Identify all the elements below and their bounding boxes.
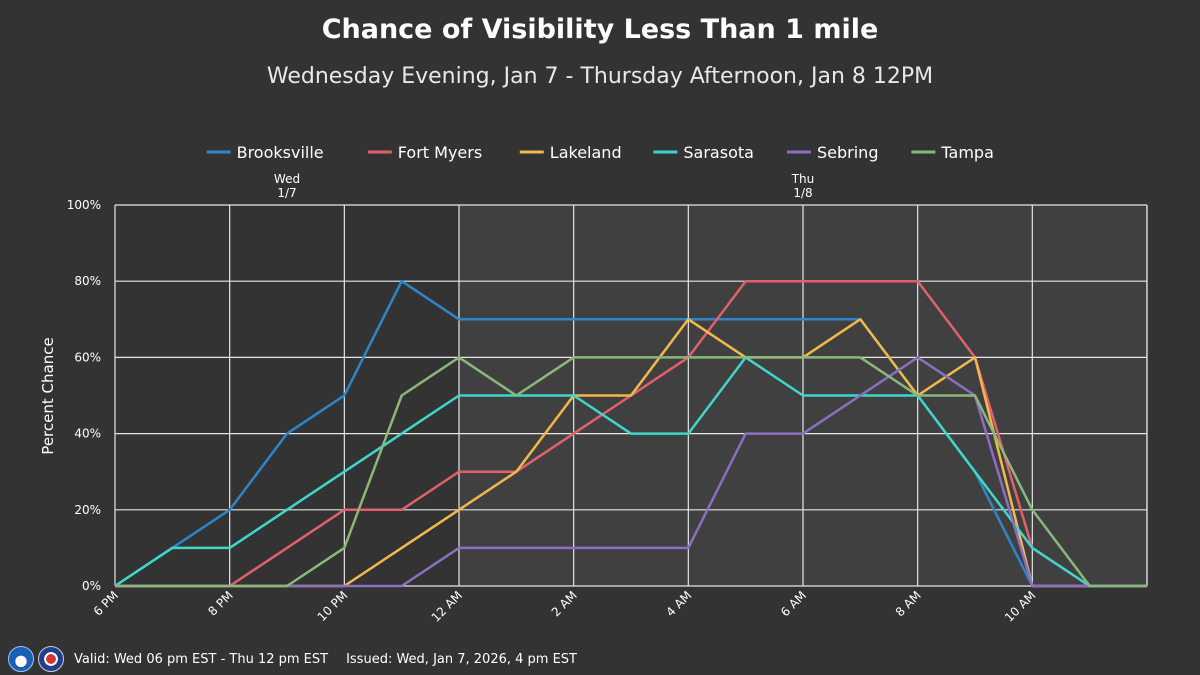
legend-label-tampa: Tampa: [940, 143, 993, 162]
series-line-sarasota: [114, 356, 1147, 588]
y-tick-label: 0%: [82, 579, 101, 593]
series-line-brooksville: [114, 279, 1147, 588]
x-tick-label: 6 AM: [778, 588, 809, 619]
legend-label-lakeland: Lakeland: [550, 143, 622, 162]
x-tick-label: 10 AM: [1002, 588, 1039, 625]
day-label-line1: Wed: [274, 172, 300, 186]
legend-label-sebring: Sebring: [817, 143, 878, 162]
y-tick-label: 40%: [74, 427, 101, 441]
x-tick-label: 8 AM: [893, 588, 924, 619]
day-label-line1: Thu: [791, 172, 815, 186]
y-tick-label: 20%: [74, 503, 101, 517]
legend: Brooksville Fort Myers Lakeland Sarasota Seb…: [206, 143, 994, 162]
y-tick-label: 100%: [67, 198, 101, 212]
x-tick-label: 2 AM: [549, 588, 580, 619]
y-tick-label: 60%: [74, 350, 101, 364]
nws-logo-icon: [38, 646, 64, 672]
issued-time-text: Issued: Wed, Jan 7, 2026, 4 pm EST: [346, 651, 577, 667]
noaa-logo-icon: [8, 646, 34, 672]
x-tick-label: 12 AM: [429, 588, 466, 625]
legend-label-sarasota: Sarasota: [683, 143, 754, 162]
y-axis-ticks: 0% 20% 40% 60% 80% 100%: [67, 198, 101, 593]
legend-label-brooksville: Brooksville: [237, 143, 324, 162]
day-label-line2: 1/8: [793, 186, 812, 200]
chart-subtitle: Wednesday Evening, Jan 7 - Thursday Afte…: [266, 64, 934, 89]
y-axis-title: Percent Chance: [39, 337, 57, 454]
day-label-line2: 1/7: [277, 186, 296, 200]
valid-time-text: Valid: Wed 06 pm EST - Thu 12 pm EST: [74, 651, 329, 667]
x-tick-label: 4 AM: [663, 588, 694, 619]
y-tick-label: 80%: [74, 274, 101, 288]
series-lines: [114, 279, 1147, 588]
footer: Valid: Wed 06 pm EST - Thu 12 pm EST Iss…: [8, 646, 577, 672]
chart: 0%20%40%60%80%100% 6 PM 8 PM 10 PM 12 AM 2 A…: [39, 143, 1148, 625]
x-tick-label: 8 PM: [205, 588, 235, 618]
x-axis-ticks: 6 PM 8 PM 10 PM 12 AM 2 AM 4 AM 6 AM 8 AM 10 AM: [91, 588, 1039, 625]
plot-area-night: [115, 205, 459, 586]
legend-label-fort-myers: Fort Myers: [398, 143, 482, 162]
chart-title: Chance of Visibility Less Than 1 mile: [321, 14, 879, 45]
series-line-tampa: [115, 356, 1147, 588]
x-tick-label: 10 PM: [315, 588, 351, 624]
